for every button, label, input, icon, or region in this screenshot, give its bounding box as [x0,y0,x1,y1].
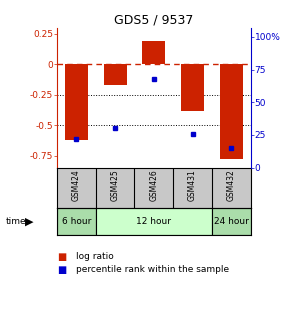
Text: percentile rank within the sample: percentile rank within the sample [76,265,229,274]
Text: 24 hour: 24 hour [214,217,249,226]
Bar [65,64,88,140]
Text: GSM432: GSM432 [227,170,236,201]
Text: GSM431: GSM431 [188,170,197,201]
Bar [57,208,96,235]
Text: GSM425: GSM425 [111,170,120,201]
Text: time: time [6,217,26,226]
Text: 6 hour: 6 hour [62,217,91,226]
Text: GSM424: GSM424 [72,170,81,201]
Title: GDS5 / 9537: GDS5 / 9537 [114,14,193,26]
Bar [181,64,204,111]
Text: 12 hour: 12 hour [136,217,171,226]
Text: log ratio: log ratio [76,252,114,261]
Bar [219,64,243,159]
Bar [103,64,127,85]
Bar [96,208,212,235]
Text: ▶: ▶ [25,216,34,227]
Bar [212,208,251,235]
Text: ■: ■ [57,265,67,275]
Text: GSM426: GSM426 [149,170,158,201]
Bar [142,41,166,64]
Text: ■: ■ [57,252,67,262]
